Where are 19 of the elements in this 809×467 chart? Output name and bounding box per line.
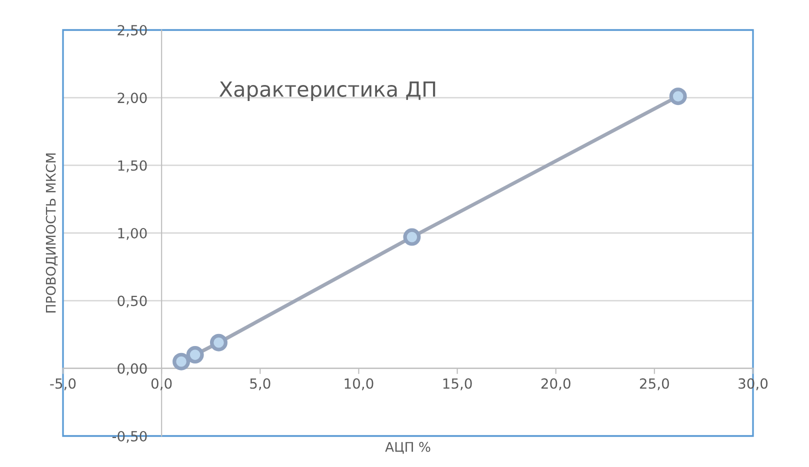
x-tick-label: 15,0 — [443, 378, 472, 390]
x-tick-label: 10,0 — [344, 378, 374, 390]
y-tick-label: 1,00 — [118, 228, 147, 240]
text: Характеристика ДП — [219, 81, 436, 101]
y-tick-label: 0,50 — [118, 296, 147, 308]
point — [172, 352, 190, 370]
y-axis-title: ПРОВОДИМОСТЬ МКСМ — [46, 154, 58, 312]
x-tick-label: 5,0 — [250, 378, 270, 390]
point — [403, 228, 421, 246]
point — [210, 334, 228, 352]
point — [186, 346, 204, 364]
x-tick-label: 20,0 — [541, 378, 570, 390]
point — [669, 88, 687, 106]
y-tick-label: 0,00 — [118, 363, 147, 376]
x-tick-label: 25,0 — [640, 378, 669, 390]
y-tick-label: 2,00 — [118, 92, 147, 105]
y-tick-label: 1,50 — [118, 160, 147, 172]
x-axis-title: АЦП % — [385, 442, 430, 454]
x-tick-label: 0,0 — [151, 378, 172, 390]
